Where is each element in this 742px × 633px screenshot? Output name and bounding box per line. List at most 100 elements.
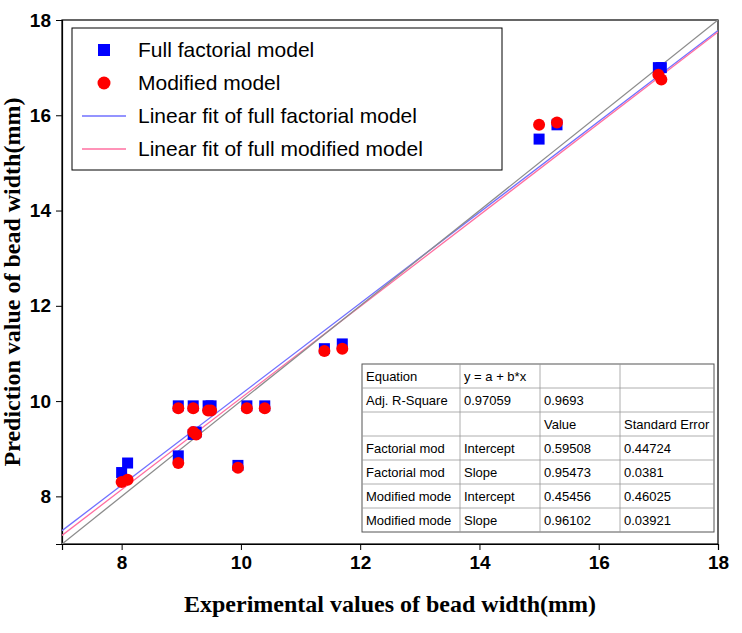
x-tick-mark	[599, 544, 600, 550]
x-tick: 8	[117, 544, 128, 573]
table-cell: Adj. R-Square	[366, 393, 448, 408]
y-tick-label: 18	[30, 10, 51, 31]
x-tick-label: 18	[708, 552, 729, 573]
legend-symbol	[82, 148, 126, 150]
chart: 8 10 12 14 16 18 8 10 12 14 16 18 Experimental value…	[0, 0, 742, 633]
x-tick: 10	[231, 544, 252, 573]
y-tick-label: 10	[30, 391, 51, 412]
x-tick-label: 8	[117, 552, 128, 573]
x-axis: 8 10 12 14 16 18	[63, 544, 730, 573]
plot-marks	[62, 20, 718, 544]
legend-label: Linear fit of full modified model	[138, 137, 423, 160]
y-tick-label: 12	[30, 295, 51, 316]
table-cell: Factorial mod	[366, 465, 445, 480]
y-tick: 16	[30, 105, 62, 126]
table-cell: Factorial mod	[366, 441, 445, 456]
x-tick-label: 14	[469, 552, 491, 573]
table-rule	[362, 412, 714, 413]
data-point	[187, 402, 199, 414]
data-point	[190, 428, 202, 440]
table-cell: 0.96102	[544, 513, 591, 528]
data-point	[205, 405, 217, 417]
table-cell: 0.46025	[624, 489, 671, 504]
legend-label: Full factorial model	[138, 38, 314, 61]
legend-label: Modified model	[138, 71, 280, 94]
y-tick-label: 14	[30, 200, 52, 221]
data-point	[318, 345, 330, 357]
x-axis-line	[63, 545, 719, 551]
table-rule	[362, 436, 714, 437]
data-point	[533, 119, 545, 131]
data-point	[551, 116, 563, 128]
x-tick-mark	[241, 544, 242, 550]
table-cell: Intercept	[464, 441, 515, 456]
y-tick: 12	[30, 295, 62, 316]
reference-line	[62, 20, 718, 544]
fit-line	[62, 32, 718, 536]
y-tick-mark	[56, 115, 62, 116]
y-axis: 8 10 12 14 16 18	[30, 10, 63, 545]
table-cell: 0.0381	[624, 465, 664, 480]
x-axis-title: Experimental values of bead width(mm)	[184, 591, 596, 617]
legend-box	[72, 28, 502, 170]
x-tick-mark	[718, 544, 719, 550]
x-tick-mark	[479, 544, 480, 550]
table-rule	[540, 364, 541, 532]
data-point	[655, 74, 667, 86]
x-tick: 18	[708, 544, 729, 573]
x-tick-label: 10	[231, 552, 252, 573]
x-tick: 12	[350, 544, 371, 573]
table-frame	[362, 364, 714, 532]
data-point	[241, 402, 253, 414]
y-axis-line	[56, 21, 63, 545]
y-tick: 18	[30, 10, 62, 31]
table-rule	[620, 364, 621, 532]
table-cell: Slope	[464, 465, 497, 480]
table-rule	[362, 460, 714, 461]
y-tick-label: 8	[40, 486, 51, 507]
table-cell: Modified mode	[366, 513, 451, 528]
x-tick: 16	[589, 544, 610, 573]
data-point	[172, 402, 184, 414]
x-tick-mark	[122, 544, 123, 550]
y-axis-title: Prediction value of bead width(mm)	[0, 98, 25, 467]
table-cell: y = a + b*x	[464, 369, 527, 384]
table-cell: 0.59508	[544, 441, 591, 456]
x-tick-label: 16	[589, 552, 610, 573]
y-tick: 8	[40, 486, 62, 507]
table-cell: 0.97059	[464, 393, 511, 408]
y-tick-mark	[56, 211, 62, 212]
y-tick-mark	[56, 401, 62, 402]
table-cell: Modified mode	[366, 489, 451, 504]
legend-label: Linear fit of full factorial model	[138, 104, 417, 127]
table-cell: Equation	[366, 369, 417, 384]
table-cell: 0.45456	[544, 489, 591, 504]
data-point	[232, 462, 244, 474]
data-point	[122, 458, 133, 469]
plot-frame	[62, 20, 718, 544]
data-point	[259, 402, 271, 414]
table-rule	[362, 508, 714, 509]
legend-symbol	[98, 77, 111, 90]
x-tick: 14	[469, 544, 491, 573]
data-point	[534, 134, 545, 145]
table-cell: Value	[544, 417, 576, 432]
table-cell: 0.44724	[624, 441, 671, 456]
legend-symbol	[98, 44, 110, 56]
y-tick: 10	[30, 391, 62, 412]
table-cell: 0.03921	[624, 513, 671, 528]
y-tick-mark	[56, 306, 62, 307]
table-cell: Intercept	[464, 489, 515, 504]
legend-symbol	[82, 115, 126, 117]
table-cell: 0.9693	[544, 393, 584, 408]
y-tick-label: 16	[30, 105, 51, 126]
x-tick-label: 12	[350, 552, 371, 573]
table-cell: 0.95473	[544, 465, 591, 480]
table-rule	[362, 388, 714, 389]
data-point	[172, 457, 184, 469]
legend: Full factorial model Modified model Linear…	[72, 28, 502, 170]
table-cell: Slope	[464, 513, 497, 528]
y-tick-mark	[56, 496, 62, 497]
x-tick-mark	[360, 544, 361, 550]
y-tick-mark	[56, 20, 62, 21]
